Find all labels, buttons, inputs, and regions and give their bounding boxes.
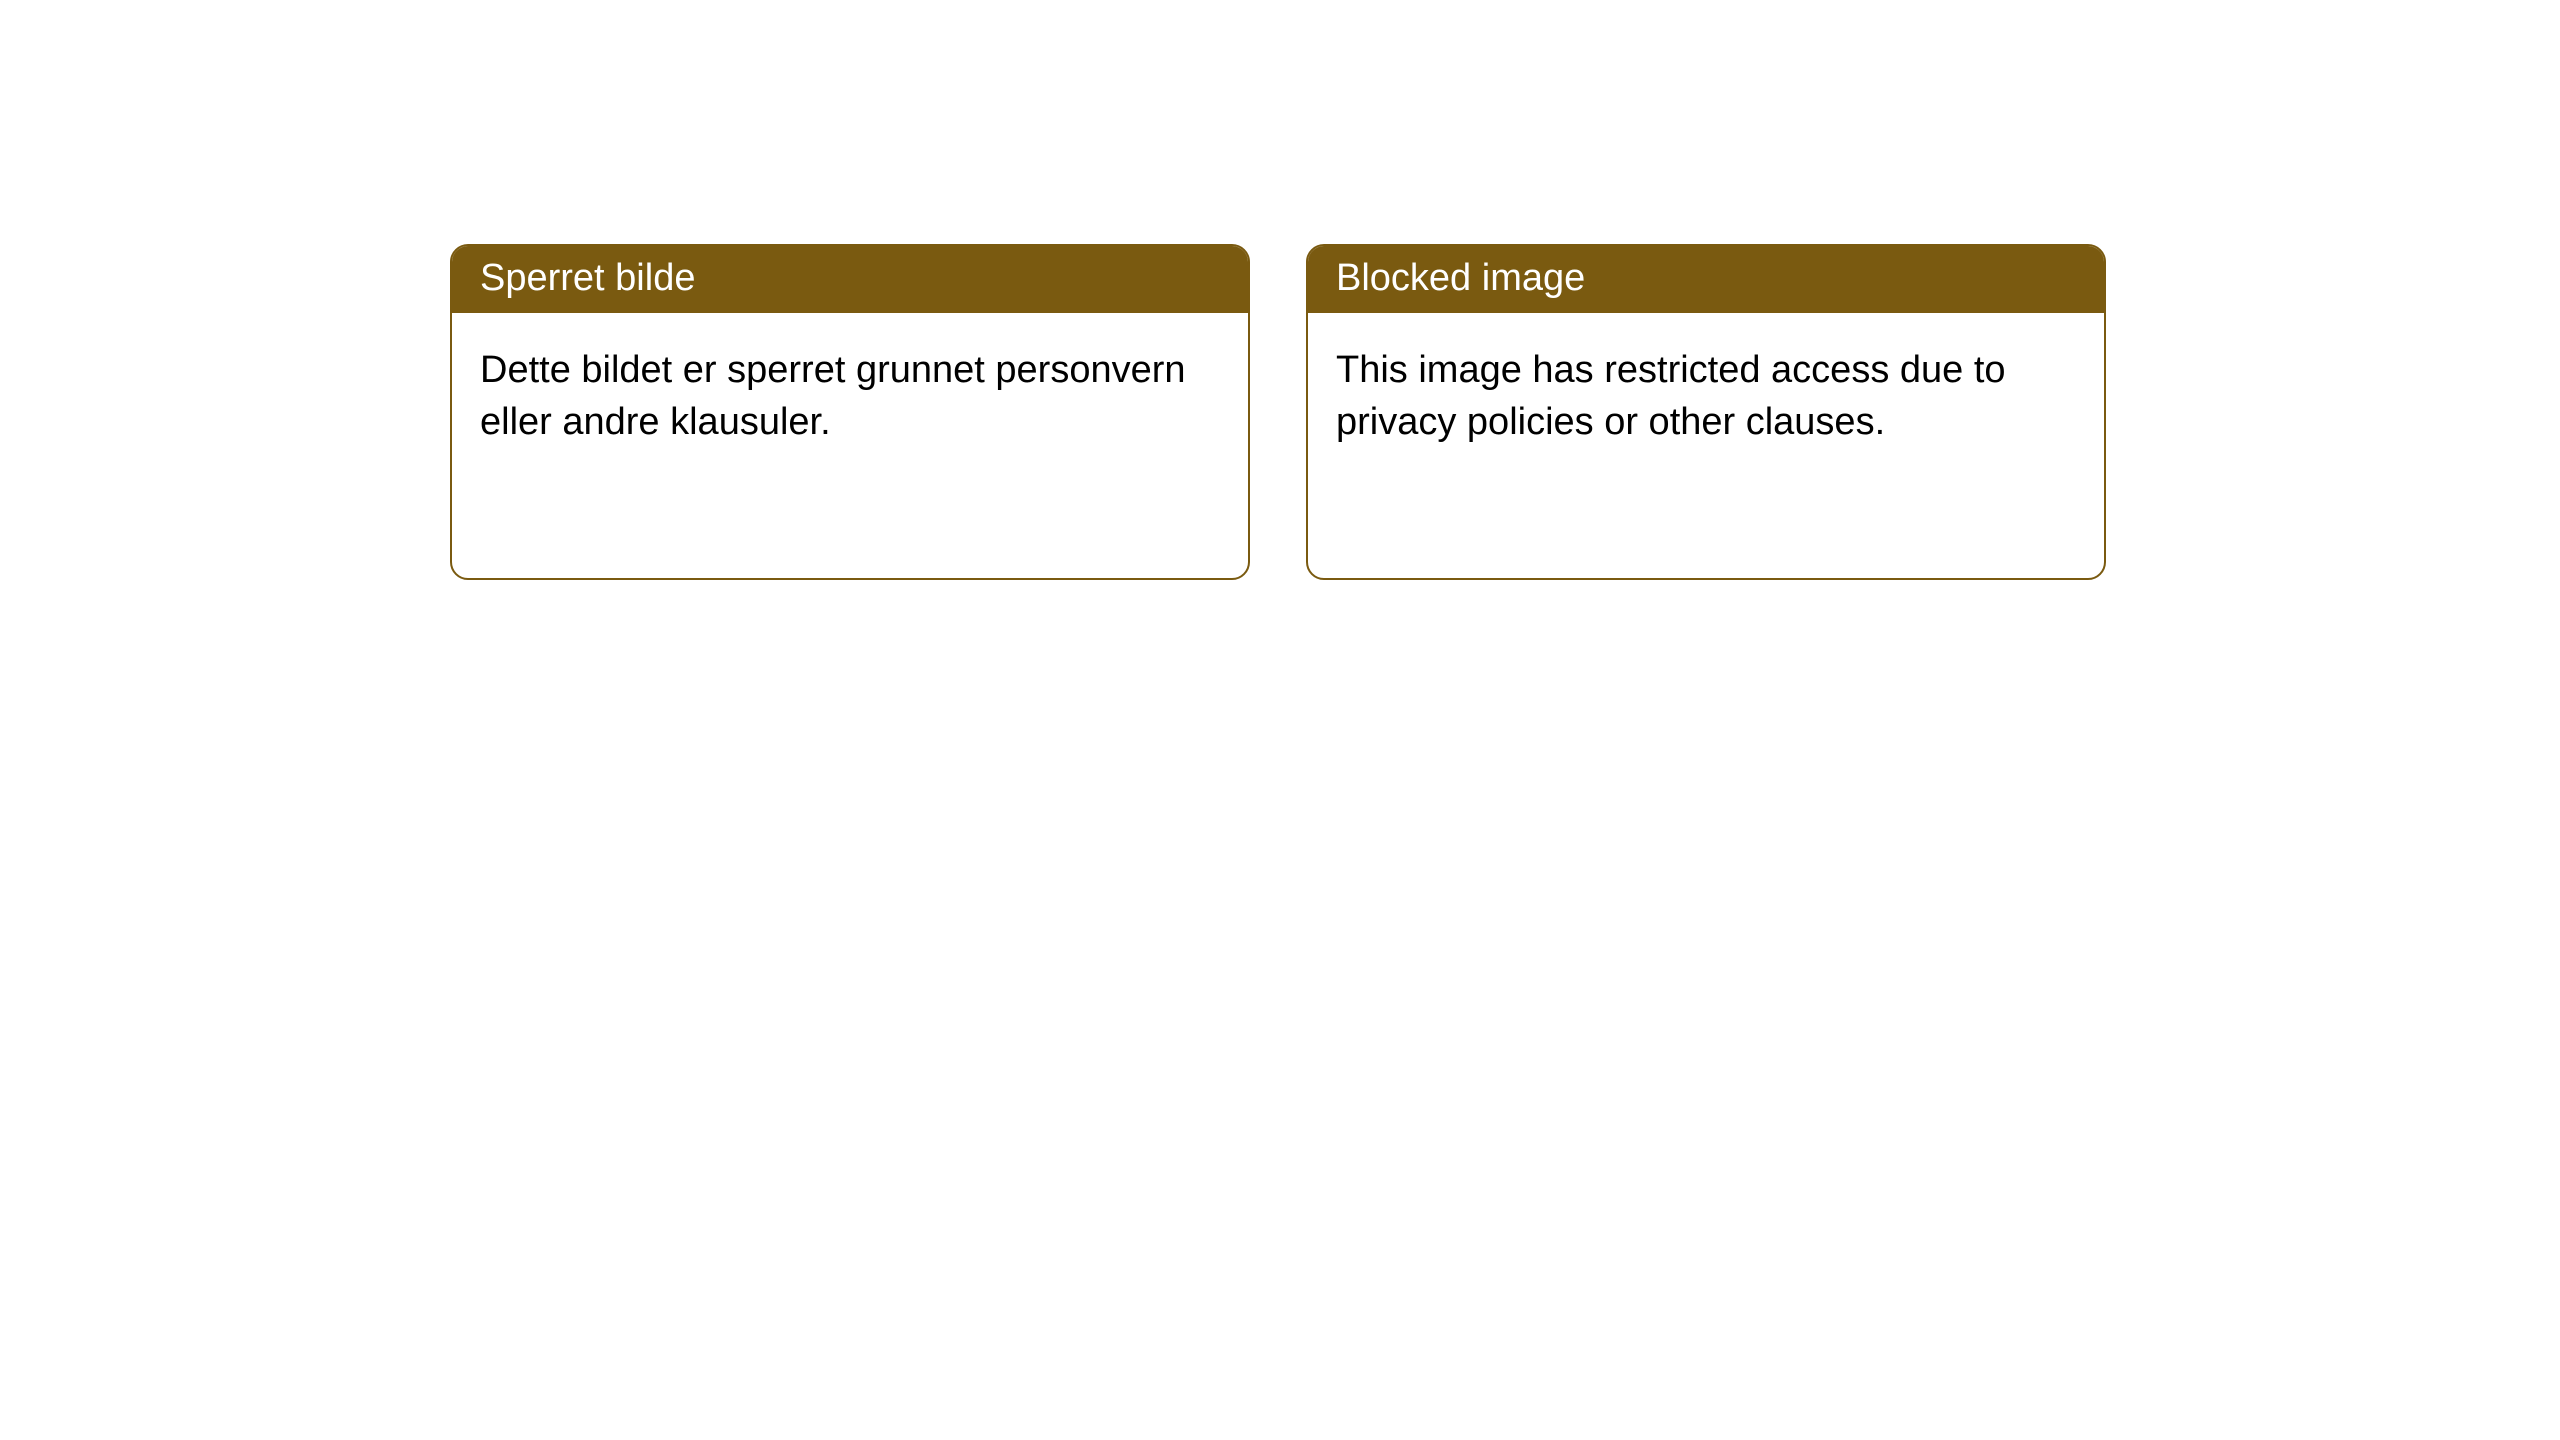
notice-card-english: Blocked image This image has restricted … [1306,244,2106,580]
notice-card-title: Blocked image [1308,246,2104,313]
notice-container: Sperret bilde Dette bildet er sperret gr… [0,0,2560,580]
notice-card-norwegian: Sperret bilde Dette bildet er sperret gr… [450,244,1250,580]
notice-card-body: Dette bildet er sperret grunnet personve… [452,313,1248,480]
notice-card-body: This image has restricted access due to … [1308,313,2104,480]
notice-card-title: Sperret bilde [452,246,1248,313]
